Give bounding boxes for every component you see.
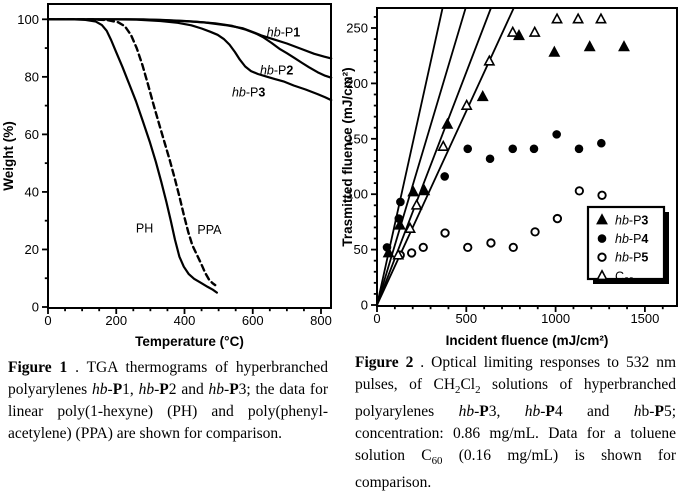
axes bbox=[371, 7, 678, 312]
triangle-filled-marker bbox=[583, 40, 596, 52]
circle-filled-marker bbox=[440, 172, 449, 181]
circle-open-marker bbox=[440, 228, 450, 238]
triangle-open-marker bbox=[392, 248, 405, 260]
legend-label-2: hb-P5 bbox=[615, 251, 648, 265]
curve-label-PPA: PPA bbox=[197, 223, 222, 237]
circle-open-marker bbox=[463, 242, 473, 253]
svg-text:80: 80 bbox=[25, 69, 39, 84]
svg-text:60: 60 bbox=[25, 127, 39, 142]
y-axis-title: Weight (%) bbox=[1, 121, 16, 191]
triangle-open-marker bbox=[595, 12, 607, 24]
svg-text:400: 400 bbox=[174, 313, 196, 328]
figure1: 0 200 400 600 800 0 20 40 60 80 100 Temperature (°C… bbox=[1, 3, 333, 442]
curve-label-hb-P1: hb-P1 bbox=[267, 26, 300, 40]
tick-labels: 0 200 400 600 800 0 20 40 60 80 100 bbox=[17, 12, 332, 328]
circle-filled-marker bbox=[552, 130, 561, 139]
figure2: 0 500 1000 1500 0 50 100 150 200 250 Incident flue… bbox=[342, 0, 684, 494]
triangle-filled-marker bbox=[418, 184, 431, 196]
triangle-filled-marker bbox=[407, 185, 420, 197]
legend-label-0: hb-P3 bbox=[615, 214, 648, 228]
circle-open-marker bbox=[508, 242, 518, 253]
legend-label-1: hb-P4 bbox=[615, 232, 648, 246]
x-axis-title: Incident fluence (mJ/cm²) bbox=[446, 333, 609, 348]
triangle-open-marker bbox=[483, 54, 496, 66]
svg-text:1500: 1500 bbox=[630, 311, 659, 326]
circle-filled-marker bbox=[485, 154, 495, 164]
svg-text:1000: 1000 bbox=[541, 311, 570, 326]
triangle-open-marker bbox=[596, 269, 608, 281]
curve-label-hb-P2: hb-P2 bbox=[260, 64, 293, 78]
circle-filled-marker bbox=[463, 144, 473, 154]
circle-open-marker bbox=[406, 248, 417, 258]
curve-PPA bbox=[46, 18, 217, 287]
axes bbox=[42, 3, 332, 314]
tick-labels: 0 500 1000 1500 0 50 100 150 200 250 bbox=[346, 21, 659, 327]
curve-PH bbox=[46, 18, 218, 294]
svg-text:0: 0 bbox=[44, 313, 51, 328]
curve-hb-P3 bbox=[46, 18, 333, 102]
svg-text:0: 0 bbox=[373, 311, 380, 326]
triangle-open-marker bbox=[410, 198, 423, 210]
triangle-filled-marker bbox=[441, 117, 454, 129]
figure2-caption: Figure 2 . Optical limiting responses to… bbox=[355, 353, 677, 491]
triangle-filled-marker bbox=[476, 89, 489, 102]
triangle-open-marker bbox=[528, 25, 541, 37]
triangle-open-marker bbox=[572, 12, 585, 24]
svg-text:20: 20 bbox=[25, 242, 39, 257]
circle-open-marker bbox=[530, 227, 540, 237]
svg-text:40: 40 bbox=[25, 184, 39, 199]
legend-label-3: C60 bbox=[615, 269, 634, 285]
circle-open-marker bbox=[574, 186, 585, 196]
circle-filled-marker bbox=[396, 197, 405, 207]
figure1-caption: Figure 1 . TGA thermograms of hyperbranc… bbox=[8, 359, 328, 442]
curve-hb-P2 bbox=[46, 18, 333, 79]
triangle-open-marker bbox=[437, 139, 450, 151]
svg-text:100: 100 bbox=[17, 12, 39, 27]
x-axis-title: Temperature (°C) bbox=[135, 334, 244, 349]
triangle-filled-marker bbox=[596, 213, 608, 225]
series-hb-P4 bbox=[382, 130, 606, 252]
curve-label-hb-P3: hb-P3 bbox=[232, 85, 265, 99]
circle-open-marker bbox=[597, 252, 607, 262]
curve-label-PH: PH bbox=[136, 221, 153, 235]
figure1-tga-chart: 0 200 400 600 800 0 20 40 60 80 100 Temperature (°C… bbox=[1, 3, 333, 349]
figure2-optical-limiting-chart: 0 500 1000 1500 0 50 100 150 200 250 Incident flue… bbox=[342, 7, 678, 348]
svg-text:200: 200 bbox=[105, 313, 127, 328]
svg-text:800: 800 bbox=[310, 313, 332, 328]
circle-filled-marker bbox=[597, 234, 607, 243]
legend: hb-P3 hb-P4 hb-P5 C60 bbox=[586, 205, 669, 285]
circle-filled-marker bbox=[394, 214, 404, 223]
svg-text:250: 250 bbox=[346, 21, 368, 36]
triangle-open-marker bbox=[551, 12, 563, 24]
svg-text:600: 600 bbox=[242, 313, 264, 328]
circle-open-marker bbox=[486, 238, 496, 248]
circle-filled-marker bbox=[597, 138, 606, 148]
triangle-open-marker bbox=[404, 221, 416, 233]
svg-text:100: 100 bbox=[346, 187, 368, 202]
circle-filled-marker bbox=[574, 144, 584, 154]
svg-text:0: 0 bbox=[361, 298, 368, 313]
triangle-open-marker bbox=[460, 98, 473, 110]
triangle-open-marker bbox=[506, 25, 519, 37]
triangle-filled-marker bbox=[393, 218, 406, 230]
svg-text:150: 150 bbox=[346, 131, 368, 146]
circle-filled-marker bbox=[529, 144, 539, 154]
triangle-filled-marker bbox=[548, 45, 561, 57]
circle-filled-marker bbox=[382, 243, 392, 252]
series-C60 bbox=[392, 12, 607, 260]
circle-open-marker bbox=[552, 213, 563, 224]
svg-text:50: 50 bbox=[354, 242, 368, 257]
series-hb-P3 bbox=[382, 29, 630, 258]
circle-filled-marker bbox=[508, 144, 518, 154]
triangle-filled-marker bbox=[382, 246, 395, 258]
circle-open-marker bbox=[418, 242, 428, 253]
svg-text:500: 500 bbox=[455, 311, 477, 326]
y-axis-title: Trasmitted fluence (mJ/cm²) bbox=[342, 67, 355, 246]
triangle-filled-marker bbox=[618, 40, 630, 52]
svg-text:0: 0 bbox=[32, 300, 39, 315]
svg-text:200: 200 bbox=[346, 76, 368, 91]
circle-open-marker bbox=[597, 190, 607, 200]
series-hb-P5 bbox=[395, 186, 607, 260]
